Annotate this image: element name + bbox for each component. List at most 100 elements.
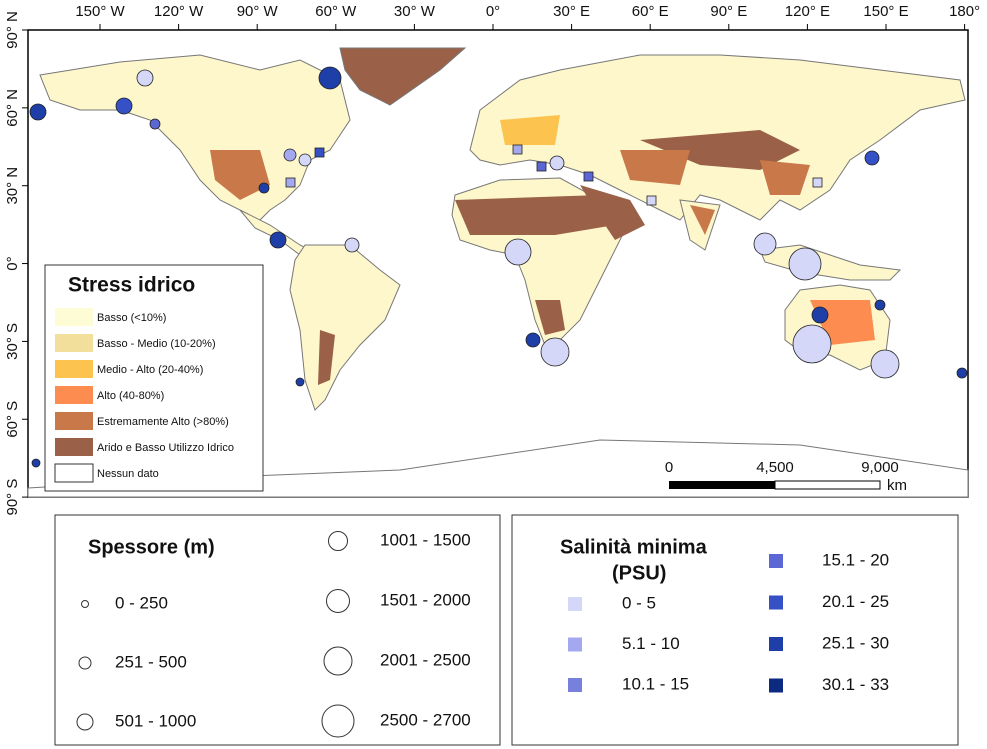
legend-swatch xyxy=(55,308,93,326)
greenland xyxy=(339,47,467,106)
site-marker xyxy=(314,147,325,158)
site-marker xyxy=(549,155,565,171)
legend-swatch xyxy=(769,678,783,693)
legend-label: 10.1 - 15 xyxy=(622,674,689,693)
lat-tick-label: 0° xyxy=(4,256,21,270)
legend-title: Salinità minima xyxy=(560,536,708,558)
lat-tick-label: 30° N xyxy=(4,167,21,205)
legend-label: 5.1 - 10 xyxy=(622,634,680,653)
legend-label: 1501 - 2000 xyxy=(380,590,471,609)
site-marker xyxy=(792,324,832,364)
legend-label: 0 - 250 xyxy=(115,593,168,612)
site-marker xyxy=(812,177,823,188)
site-marker xyxy=(285,177,296,188)
scale-bar: km 0 4,500 9,000 xyxy=(665,459,907,494)
legend-swatch xyxy=(568,637,582,652)
scale-label: 9,000 xyxy=(861,459,899,476)
markers xyxy=(29,66,968,468)
legend-label: 15.1 - 20 xyxy=(822,550,889,569)
site-marker xyxy=(956,367,968,379)
legend-label: 251 - 500 xyxy=(115,652,187,671)
legend-title: Stress idrico xyxy=(68,274,195,297)
legend-symbol xyxy=(78,656,92,670)
legend-label: 501 - 1000 xyxy=(115,711,196,730)
lat-tick-label: 60° S xyxy=(4,401,21,438)
legend-swatch xyxy=(769,637,783,651)
site-marker xyxy=(149,118,161,130)
legend-label: Estremamente Alto (>80%) xyxy=(97,416,229,428)
legend-label: Basso - Medio (10-20%) xyxy=(97,338,216,350)
legend-label: 1001 - 1500 xyxy=(380,530,471,549)
legend-swatch xyxy=(769,554,783,568)
lon-tick-label: 60° W xyxy=(315,3,357,20)
site-marker xyxy=(344,237,360,253)
site-marker xyxy=(525,332,541,348)
site-marker xyxy=(540,337,570,367)
legend-symbol xyxy=(323,646,353,676)
site-marker xyxy=(753,232,777,256)
lat-tick-label: 90° S xyxy=(4,479,21,516)
legend-swatch xyxy=(55,360,93,378)
legend-swatch xyxy=(55,438,93,456)
north-america xyxy=(39,54,351,226)
legend-label: 0 - 5 xyxy=(622,593,656,612)
thickness-legend: Spessore (m) 0 - 250 251 - 500 501 - 1000 1… xyxy=(54,514,501,746)
scale-segment xyxy=(669,481,775,489)
site-marker xyxy=(115,97,133,115)
legend-label: 25.1 - 30 xyxy=(822,633,889,652)
site-marker xyxy=(136,69,154,87)
lon-tick-label: 120° W xyxy=(154,3,204,20)
legend-title: (PSU) xyxy=(612,562,666,584)
lon-tick-label: 30° W xyxy=(394,3,436,20)
legend-label: 2500 - 2700 xyxy=(380,710,471,729)
lat-tick-label: 90° N xyxy=(4,11,21,49)
site-marker xyxy=(864,150,880,166)
legend-symbol xyxy=(326,589,350,613)
legend-symbol xyxy=(76,713,94,731)
legend-label: 30.1 - 33 xyxy=(822,675,889,694)
legend-box xyxy=(511,514,959,746)
legend-swatch xyxy=(55,386,93,404)
site-marker xyxy=(318,66,342,90)
legend-title: Spessore (m) xyxy=(88,536,215,558)
lon-tick-label: 150° E xyxy=(863,3,908,20)
site-marker xyxy=(811,306,829,324)
legend-swatch xyxy=(769,595,783,610)
scale-segment xyxy=(774,480,881,490)
site-marker xyxy=(536,161,547,172)
legend-swatch xyxy=(54,463,94,483)
site-marker xyxy=(31,458,41,468)
salinity-legend: Salinità minima (PSU) 0 - 5 5.1 - 10 10.1 … xyxy=(511,514,959,746)
site-marker xyxy=(874,299,886,311)
lon-tick-label: 90° E xyxy=(710,3,747,20)
legend-symbol xyxy=(321,704,355,738)
lon-tick-label: 0° xyxy=(486,3,500,20)
lon-tick-label: 180° xyxy=(949,3,980,20)
lon-tick-label: 90° W xyxy=(237,3,279,20)
site-marker xyxy=(646,195,657,206)
lon-tick-label: 30° E xyxy=(553,3,590,20)
site-marker xyxy=(295,377,305,387)
lon-tick-label: 60° E xyxy=(632,3,669,20)
site-marker xyxy=(298,153,312,167)
legend-box xyxy=(54,514,501,746)
scale-label: 0 xyxy=(665,459,673,476)
site-marker xyxy=(269,231,287,249)
lat-tick-label: 30° S xyxy=(4,323,21,360)
legend-symbol xyxy=(328,531,348,551)
legend-label: 20.1 - 25 xyxy=(822,592,889,611)
site-marker xyxy=(258,182,270,194)
legend-label: Medio - Alto (20-40%) xyxy=(97,364,203,376)
legend-swatch xyxy=(55,334,93,352)
legend-swatch xyxy=(55,412,93,430)
lon-tick-label: 150° W xyxy=(75,3,125,20)
legend-swatch xyxy=(568,678,582,692)
site-marker xyxy=(788,247,822,281)
scale-label: 4,500 xyxy=(756,459,794,476)
legend-swatch xyxy=(568,597,582,611)
legend-label: Arido e Basso Utilizzo Idrico xyxy=(97,442,234,454)
legend-label: Nessun dato xyxy=(97,468,159,480)
lon-tick-label: 120° E xyxy=(785,3,830,20)
legend-label: 2001 - 2500 xyxy=(380,650,471,669)
